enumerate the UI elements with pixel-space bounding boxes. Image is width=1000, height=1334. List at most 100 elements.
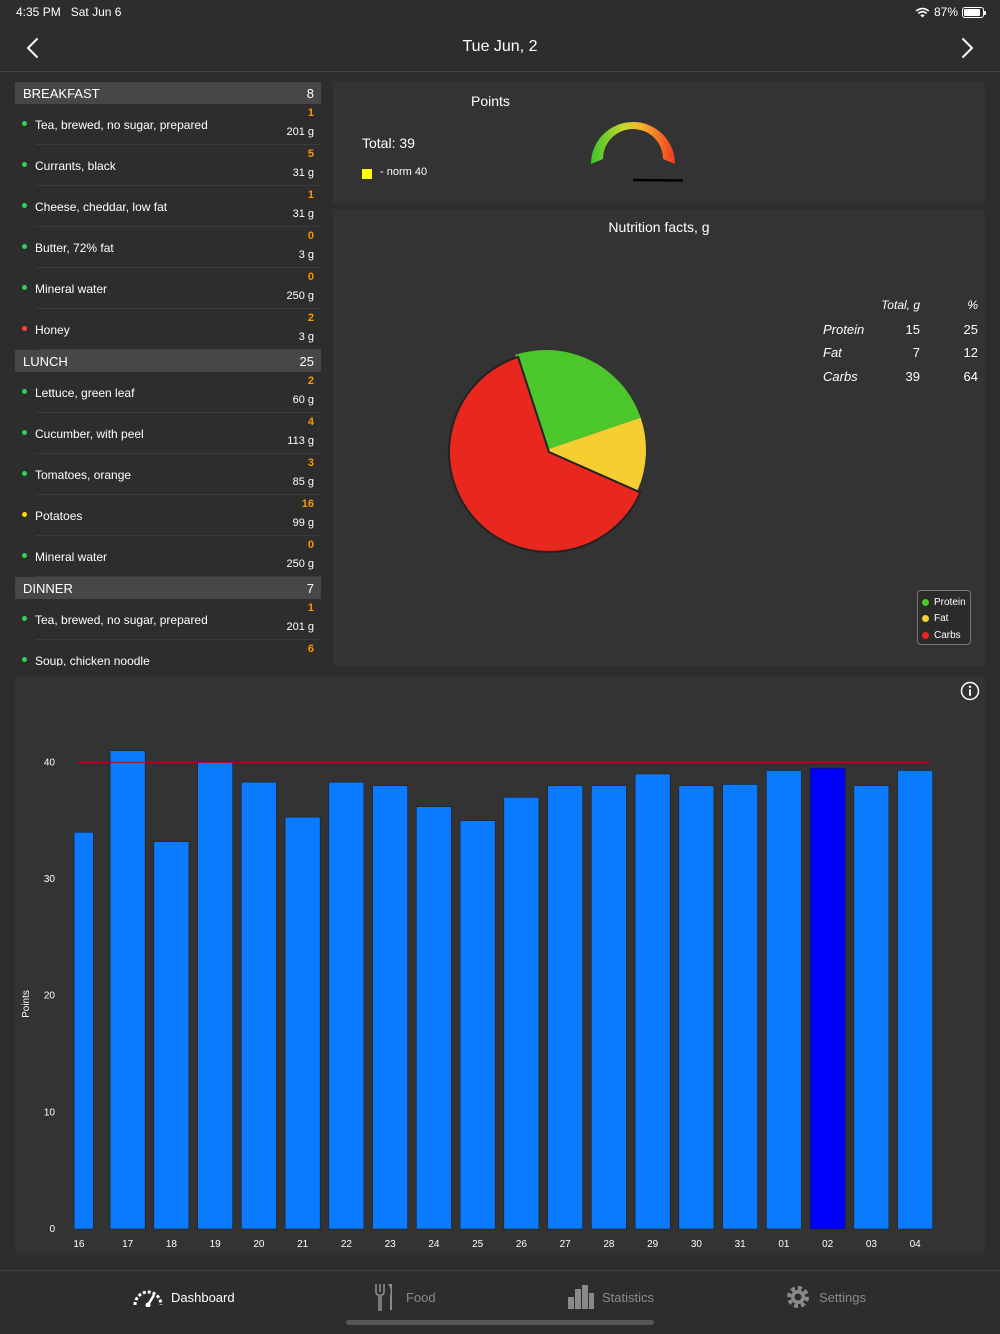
- food-status-dot: [22, 657, 27, 662]
- legend-item-fat: Fat: [922, 611, 966, 628]
- date-title: Tue Jun, 2: [462, 38, 538, 55]
- food-row[interactable]: Currants, black 5 31 g: [22, 145, 321, 186]
- bar: [591, 785, 627, 1230]
- food-row[interactable]: Lettuce, green leaf 2 60 g: [22, 372, 321, 413]
- food-row[interactable]: Cucumber, with peel 4 113 g: [22, 413, 321, 454]
- food-status-dot: [22, 121, 27, 126]
- food-grams: 60 g: [292, 394, 314, 406]
- nav-bar: Tue Jun, 2: [0, 24, 1000, 72]
- meal-name: DINNER: [23, 580, 73, 596]
- header-total: Total, g: [881, 298, 920, 312]
- food-points: 2: [307, 375, 314, 387]
- bar: [153, 841, 190, 1230]
- x-tick-label: 23: [385, 1239, 397, 1250]
- food-status-dot: [22, 326, 27, 331]
- food-row[interactable]: Cheese, cheddar, low fat 1 31 g: [22, 186, 321, 227]
- food-name: Potatoes: [35, 509, 83, 523]
- food-row[interactable]: Tea, brewed, no sugar, prepared 1 201 g: [22, 599, 321, 640]
- bar: [284, 816, 321, 1230]
- bar: [328, 781, 365, 1230]
- food-points: 5: [307, 148, 314, 160]
- nutrient-percent: 12: [963, 345, 978, 360]
- food-points: 6: [307, 643, 314, 655]
- nutrition-row-protein: Protein 15 25: [818, 322, 988, 346]
- food-row[interactable]: Mineral water 0 250 g: [22, 268, 321, 309]
- meal-header-dinner[interactable]: DINNER 7: [15, 577, 321, 599]
- bar: [503, 797, 540, 1230]
- legend-dot: [922, 615, 929, 623]
- chevron-left-icon[interactable]: [20, 34, 48, 62]
- food-row[interactable]: Mineral water 0 250 g: [22, 536, 321, 577]
- bar: [766, 770, 802, 1230]
- meal-points: 7: [306, 580, 314, 596]
- food-grams: 250 g: [286, 290, 314, 302]
- nutrient-percent: 64: [963, 368, 978, 384]
- bar: [897, 770, 933, 1230]
- chevron-right-icon[interactable]: [952, 34, 980, 62]
- meal-header-breakfast[interactable]: BREAKFAST 8: [15, 82, 321, 104]
- food-points: 16: [301, 498, 314, 510]
- bar: [634, 773, 671, 1230]
- gauge-arc: [591, 122, 675, 164]
- food-status-dot: [22, 389, 27, 394]
- bar: [809, 767, 846, 1230]
- food-grams: 113 g: [287, 435, 314, 447]
- status-right: 87%: [915, 5, 986, 19]
- gauge-icon: [133, 1290, 163, 1307]
- food-row[interactable]: Tea, brewed, no sugar, prepared 1 201 g: [22, 104, 321, 145]
- meal-points: 8: [306, 85, 314, 101]
- bar: [73, 832, 94, 1230]
- legend-item-protein: Protein: [922, 594, 966, 611]
- points-gauge: [591, 122, 683, 182]
- food-status-dot: [22, 244, 27, 249]
- food-row[interactable]: Butter, 72% fat 0 3 g: [22, 227, 321, 268]
- food-status-dot: [22, 430, 27, 435]
- food-row[interactable]: Soup, chicken noodle 6: [22, 640, 321, 666]
- food-row[interactable]: Honey 2 3 g: [22, 309, 321, 350]
- food-name: Lettuce, green leaf: [35, 386, 135, 400]
- tab-food[interactable]: Food: [374, 1281, 436, 1313]
- meal-header-lunch[interactable]: LUNCH 25: [15, 350, 321, 372]
- meal-list[interactable]: BREAKFAST 8 Tea, brewed, no sugar, prepare…: [15, 82, 321, 666]
- tab-label: Food: [406, 1289, 436, 1305]
- nutrition-table-header: Total, g %: [818, 298, 988, 322]
- fork-knife-icon: [375, 1284, 392, 1311]
- x-tick-label: 28: [603, 1239, 615, 1250]
- tab-statistics[interactable]: Statistics: [568, 1281, 654, 1313]
- food-name: Butter, 72% fat: [35, 241, 114, 255]
- x-tick-label: 19: [210, 1239, 222, 1250]
- nutrient-total: 15: [905, 321, 920, 337]
- food-points: 1: [307, 602, 314, 614]
- food-status-dot: [22, 162, 27, 167]
- bar: [547, 785, 583, 1230]
- pie-legend: Protein Fat Carbs: [917, 590, 971, 645]
- y-tick-label: 30: [44, 874, 56, 885]
- wifi-icon: [915, 7, 930, 17]
- points-history-panel: 0 10 20 30 40 Points 16 17 18 19 20 21 22 23 24 25 26 27 2…: [15, 676, 985, 1253]
- food-points: 4: [307, 416, 314, 428]
- status-bar: 4:35 PM Sat Jun 6 87%: [0, 0, 1000, 24]
- home-indicator: [346, 1320, 654, 1325]
- tab-settings[interactable]: Settings: [785, 1281, 866, 1313]
- food-name: Mineral water: [35, 282, 108, 296]
- bar-chart-icon: [568, 1285, 594, 1309]
- nutrition-table: Total, g % Protein 15 25 Fat 7 12 Carbs …: [818, 298, 988, 392]
- x-tick-label: 16: [73, 1239, 85, 1250]
- food-name: Cheese, cheddar, low fat: [35, 200, 168, 214]
- x-tick-label: 20: [253, 1239, 265, 1250]
- bar: [197, 762, 233, 1230]
- meal-points: 25: [299, 353, 314, 369]
- tab-dashboard[interactable]: Dashboard: [133, 1281, 235, 1313]
- food-row[interactable]: Potatoes 16 99 g: [22, 495, 321, 536]
- food-row[interactable]: Tomatoes, orange 3 85 g: [22, 454, 321, 495]
- pie-slice-protein: [515, 350, 641, 450]
- food-name: Tomatoes, orange: [35, 468, 132, 482]
- food-status-dot: [22, 203, 27, 208]
- bar: [722, 784, 758, 1230]
- food-name: Cucumber, with peel: [35, 427, 144, 441]
- info-icon[interactable]: [960, 681, 980, 701]
- x-tick-label: 27: [560, 1239, 572, 1250]
- food-status-dot: [22, 471, 27, 476]
- legend-item-carbs: Carbs: [922, 627, 966, 644]
